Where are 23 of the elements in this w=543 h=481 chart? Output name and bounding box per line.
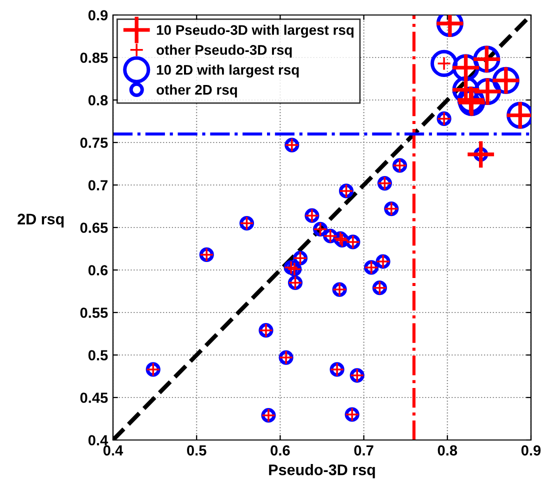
- x-tick-label: 0.4: [103, 445, 124, 456]
- y-tick-label: 0.6: [88, 265, 108, 276]
- y-tick-label: 0.55: [80, 308, 108, 318]
- y-tick-label: 0.65: [80, 222, 108, 233]
- legend-label: other 2D rsq: [156, 84, 237, 98]
- y-tick-label: 0.45: [80, 392, 108, 403]
- y-tick-label: 0.8: [88, 95, 108, 106]
- y-tick-label: 0.9: [88, 10, 108, 20]
- x-tick-label: 0.6: [270, 445, 290, 456]
- y-tick-label: 0.75: [80, 138, 108, 148]
- x-axis-title: Pseudo-3D rsq: [269, 464, 375, 478]
- y-tick-label: 0.85: [80, 52, 108, 63]
- legend-label: 10 Pseudo-3D with largest rsq: [156, 24, 354, 38]
- legend-label: 10 2D with largest rsq: [156, 64, 299, 78]
- y-tick-label: 0.5: [88, 350, 108, 360]
- x-tick-label: 0.7: [354, 445, 374, 456]
- legend-label: other Pseudo-3D rsq: [156, 44, 292, 58]
- x-tick-label: 0.9: [521, 445, 541, 456]
- y-axis-title: 2D rsq: [18, 214, 64, 228]
- y-tick-label: 0.4: [88, 435, 108, 446]
- x-tick-label: 0.5: [187, 445, 206, 456]
- x-tick-label: 0.8: [438, 445, 458, 456]
- y-tick-label: 0.7: [88, 180, 108, 190]
